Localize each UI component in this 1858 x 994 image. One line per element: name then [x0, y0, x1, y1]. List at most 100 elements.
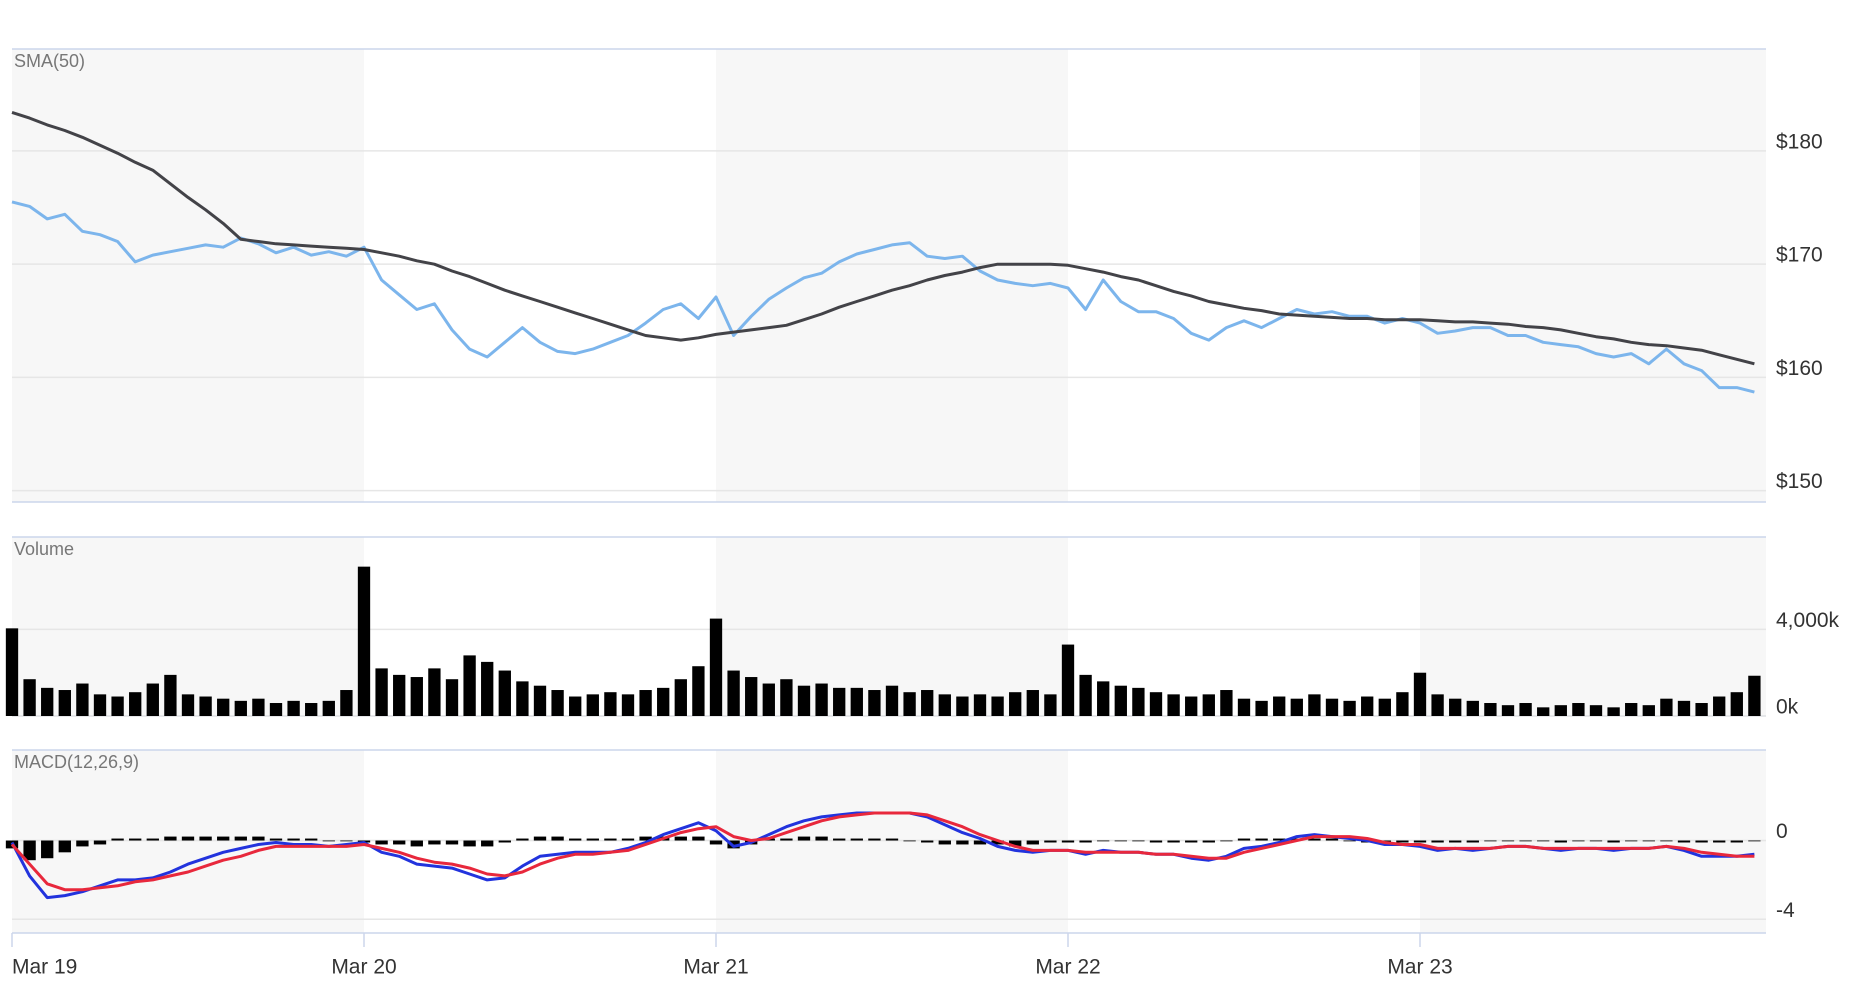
bar — [1202, 694, 1215, 716]
bar — [533, 836, 547, 841]
bar — [551, 690, 564, 716]
bar — [111, 838, 124, 841]
bar — [1396, 840, 1409, 843]
bar — [129, 692, 142, 716]
bar — [586, 838, 599, 841]
bar — [1625, 840, 1638, 842]
day-band — [12, 537, 364, 716]
bar — [780, 679, 793, 716]
bar — [850, 687, 863, 716]
bar — [1255, 838, 1268, 841]
bar — [1501, 840, 1515, 842]
bar — [1132, 840, 1145, 842]
bar — [797, 685, 811, 716]
bar — [1572, 703, 1585, 716]
y-tick-label: 4,000k — [1776, 609, 1840, 632]
bar — [1061, 840, 1075, 843]
bar — [621, 838, 635, 841]
bar — [674, 679, 687, 716]
bar — [287, 700, 300, 716]
bar — [1537, 707, 1550, 716]
bar — [23, 679, 36, 716]
bar — [1202, 840, 1215, 843]
bar — [93, 694, 107, 716]
bar — [1484, 703, 1497, 716]
bar — [1167, 694, 1180, 716]
day-band — [1420, 49, 1766, 502]
bar — [868, 690, 881, 716]
bar — [1519, 703, 1532, 716]
bar — [428, 668, 441, 716]
bar — [76, 683, 89, 716]
bar — [393, 840, 406, 845]
bar — [428, 840, 441, 845]
bar — [1009, 840, 1022, 847]
bar — [1695, 703, 1708, 716]
bar — [1009, 692, 1022, 716]
bar — [1114, 685, 1127, 716]
bar — [938, 694, 951, 716]
bar — [1149, 840, 1163, 843]
bar — [5, 628, 19, 716]
bar — [833, 687, 846, 716]
bar — [252, 836, 265, 841]
bar — [410, 840, 423, 847]
bar — [1378, 698, 1391, 716]
bar — [1554, 840, 1567, 843]
bar — [903, 692, 916, 716]
bar — [1325, 838, 1339, 841]
bar — [217, 836, 230, 841]
bar — [164, 836, 177, 841]
bar — [1660, 840, 1673, 842]
bar — [639, 690, 652, 716]
bar — [146, 838, 159, 841]
bar — [23, 840, 36, 861]
bar — [41, 687, 54, 716]
bar — [762, 683, 775, 716]
bar — [1572, 840, 1585, 842]
bar — [586, 694, 599, 716]
x-tick-label: Mar 21 — [683, 956, 748, 979]
bar — [1167, 840, 1180, 843]
bar — [181, 694, 195, 716]
bar — [1220, 690, 1233, 716]
bar — [76, 840, 89, 847]
bar — [217, 698, 230, 716]
bar — [481, 840, 494, 847]
x-tick-label: Mar 23 — [1387, 956, 1452, 979]
bar — [604, 838, 617, 841]
bar — [199, 696, 212, 716]
bar — [481, 661, 494, 716]
bar — [1730, 692, 1743, 716]
bar — [709, 840, 723, 845]
bar — [1325, 698, 1339, 716]
bar — [956, 696, 969, 716]
bar — [885, 685, 899, 716]
x-tick-label: Mar 19 — [12, 956, 77, 979]
bar — [797, 836, 811, 841]
bar — [1097, 840, 1110, 842]
bar — [1484, 840, 1497, 842]
bar — [58, 840, 71, 853]
bar — [516, 681, 529, 716]
bar — [1730, 840, 1743, 843]
bar — [1660, 698, 1673, 716]
line — [11, 110, 1755, 366]
bar — [1431, 840, 1444, 843]
bar — [621, 694, 635, 716]
bar — [1361, 696, 1374, 716]
bar — [463, 840, 476, 847]
bar — [885, 838, 899, 841]
bar — [1097, 681, 1110, 716]
bar — [1519, 840, 1532, 842]
bar — [1308, 694, 1321, 716]
bar — [322, 840, 335, 842]
bar — [868, 838, 881, 841]
bar — [1343, 700, 1356, 716]
y-tick-label: 0 — [1776, 820, 1788, 843]
bar — [129, 838, 142, 841]
bar — [393, 674, 406, 716]
bar — [199, 836, 212, 841]
bar — [1466, 700, 1479, 716]
bar — [164, 674, 177, 716]
